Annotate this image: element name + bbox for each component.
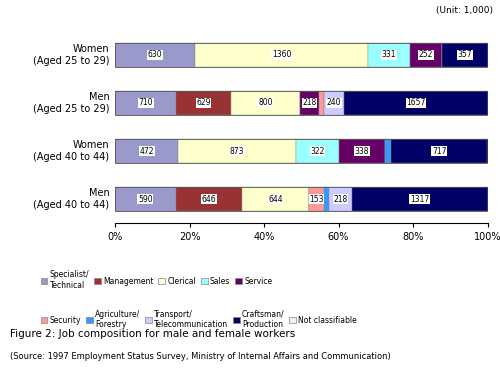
Bar [384,139,391,163]
Text: 644: 644 [268,195,283,203]
Bar [115,139,488,163]
Bar [115,91,176,115]
Text: 800: 800 [258,99,272,108]
Text: 338: 338 [354,147,369,155]
Text: 153: 153 [310,195,324,203]
Bar [410,43,442,67]
Bar [368,43,410,67]
Bar [442,43,488,67]
Bar [324,91,344,115]
Text: (Source: 1997 Employment Status Survey, Ministry of Internal Affairs and Communi: (Source: 1997 Employment Status Survey, … [10,352,391,361]
Bar [195,43,368,67]
Bar [319,91,324,115]
Text: 873: 873 [230,147,244,155]
Bar [176,187,242,211]
Bar [300,91,319,115]
Text: 252: 252 [419,50,434,60]
Text: 717: 717 [432,147,446,155]
Text: 472: 472 [140,147,154,155]
Text: 322: 322 [310,147,324,155]
Text: 357: 357 [458,50,472,60]
Text: 1317: 1317 [410,195,430,203]
Text: (Unit: 1,000): (Unit: 1,000) [436,6,492,15]
Bar [115,43,488,67]
Bar [115,43,195,67]
Text: 710: 710 [138,99,153,108]
Bar [178,139,296,163]
Bar [115,139,178,163]
Bar [296,139,339,163]
Bar [324,187,330,211]
Text: 1360: 1360 [272,50,291,60]
Text: 629: 629 [196,99,211,108]
Bar [352,187,488,211]
Text: 218: 218 [302,99,316,108]
Text: 331: 331 [382,50,396,60]
Text: 218: 218 [334,195,347,203]
Bar [339,139,384,163]
Text: 240: 240 [326,99,341,108]
Bar [231,91,300,115]
Text: 646: 646 [202,195,216,203]
Text: 630: 630 [148,50,162,60]
Bar [330,187,352,211]
Bar [391,139,488,163]
Bar [115,187,176,211]
Bar [115,187,488,211]
Bar [344,91,488,115]
Bar [242,187,308,211]
Bar [308,187,324,211]
Legend: Security, Agriculture/
Forestry, Transport/
Telecommunication, Craftsman/
Produc: Security, Agriculture/ Forestry, Transpo… [40,310,357,329]
Text: 590: 590 [138,195,152,203]
Bar [115,91,488,115]
Text: 1657: 1657 [406,99,425,108]
Bar [176,91,231,115]
Text: Figure 2: Job composition for male and female workers: Figure 2: Job composition for male and f… [10,328,295,339]
